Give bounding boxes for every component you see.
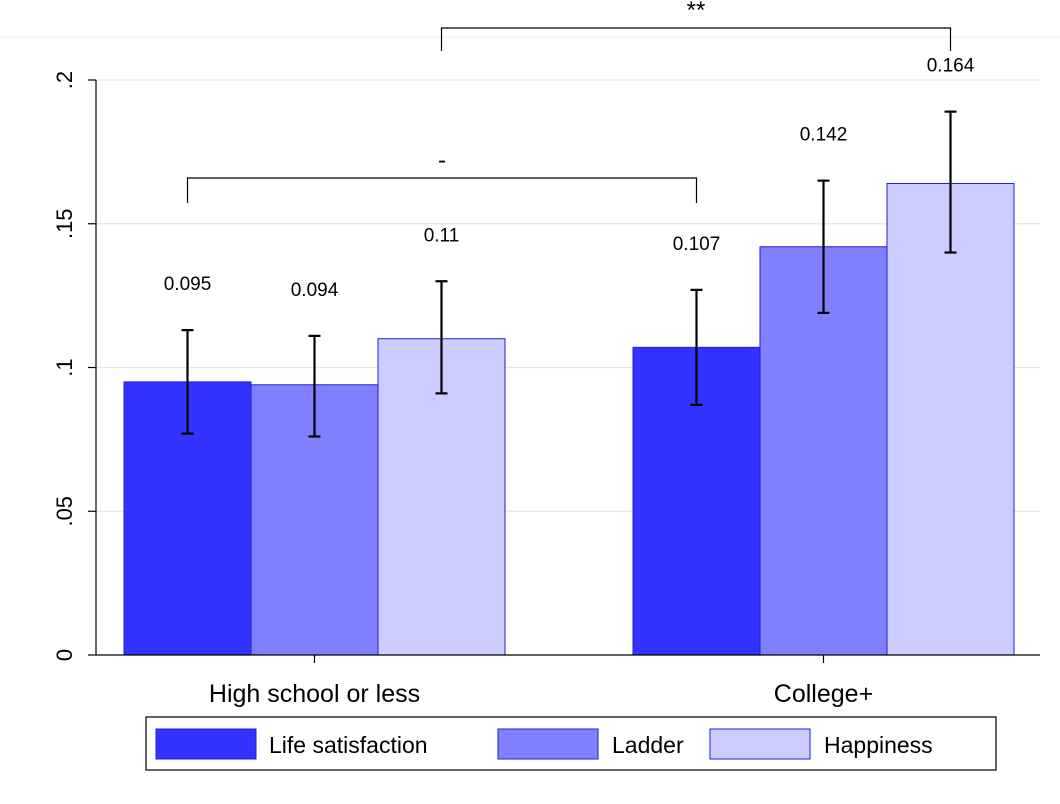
data-label: 0.107 — [673, 234, 721, 255]
y-tick-label: 0 — [52, 649, 77, 661]
legend-swatch — [155, 728, 257, 760]
significance-bracket — [440, 27, 952, 51]
y-tick-label: .1 — [52, 358, 77, 376]
significance-label: ** — [687, 0, 706, 24]
x-category-label: High school or less — [209, 680, 420, 708]
data-label: 0.142 — [800, 125, 848, 146]
error-bars — [181, 110, 957, 438]
legend-label: Life satisfaction — [269, 732, 428, 758]
x-category-label: College+ — [774, 680, 873, 708]
y-tick-label: .2 — [52, 71, 77, 89]
y-tick-label: .05 — [52, 496, 77, 527]
significance-brackets: - ** — [186, 0, 952, 203]
bar — [886, 183, 1015, 656]
axes: 0 .05 .1 .15 .2 High school or less College+ — [52, 71, 1040, 708]
data-label: 0.11 — [424, 225, 460, 246]
legend-swatch — [497, 728, 599, 760]
y-tick-label: .15 — [52, 208, 77, 239]
legend-label: Happiness — [824, 732, 933, 758]
legend: Life satisfaction Ladder Happiness — [145, 716, 997, 771]
legend-label: Ladder — [612, 732, 684, 758]
data-label: 0.095 — [164, 274, 212, 295]
data-label: 0.094 — [291, 280, 339, 301]
bars — [123, 183, 1015, 656]
significance-bracket — [186, 177, 698, 203]
bar — [632, 346, 761, 656]
data-label: 0.164 — [927, 56, 975, 77]
data-labels: 0.095 0.107 0.094 0.142 0.11 0.164 — [164, 56, 975, 301]
legend-swatch — [709, 728, 811, 760]
significance-label: - — [438, 147, 446, 174]
